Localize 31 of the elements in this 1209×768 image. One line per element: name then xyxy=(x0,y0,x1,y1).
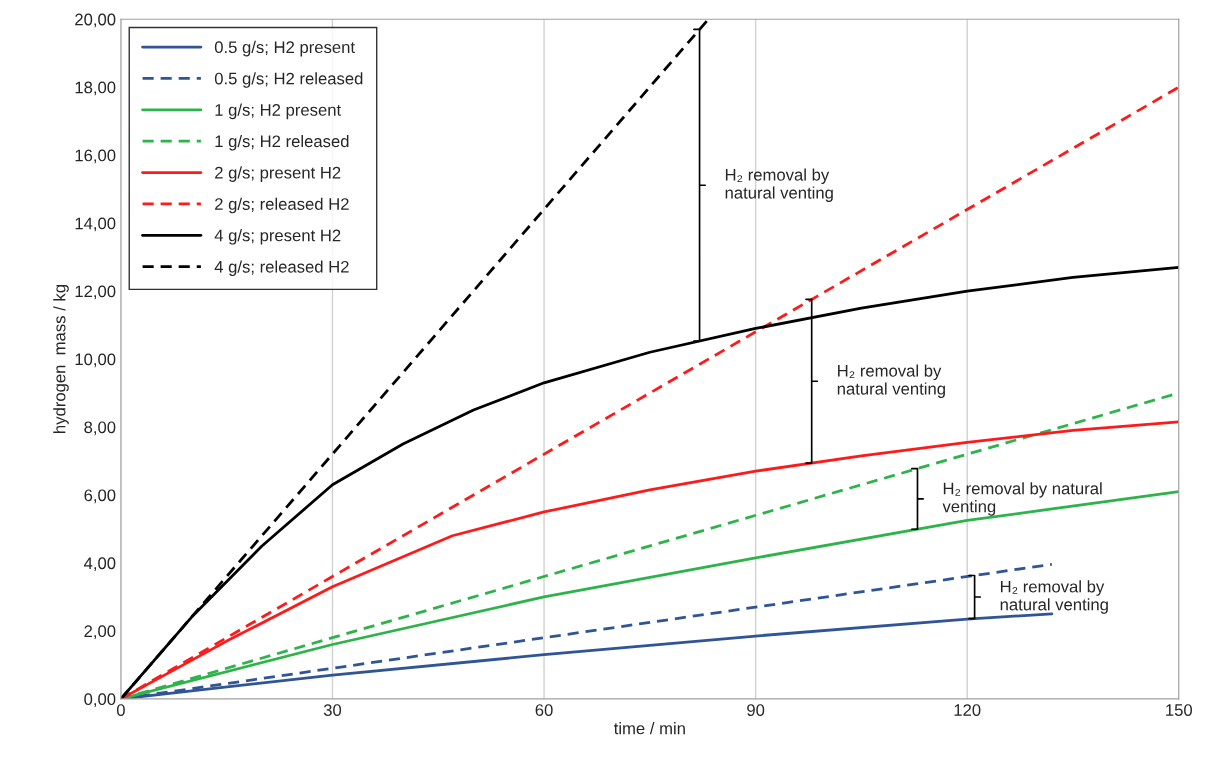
legend-label: 4 g/s; present H2 xyxy=(214,229,341,245)
x-axis-title: time / min xyxy=(613,722,685,735)
y-tick-label: 12,00 xyxy=(75,285,116,300)
legend-label: 1 g/s; H2 released xyxy=(215,134,349,151)
y-tick-label: 8,00 xyxy=(84,421,116,436)
y-tick-label: 2,00 xyxy=(84,625,116,640)
x-tick-label: 90 xyxy=(747,704,765,716)
annotation: H₂ removal by natural venting xyxy=(1000,580,1108,614)
y-tick-label: 20,00 xyxy=(75,13,116,28)
annotation: H₂ removal by natural venting xyxy=(942,482,1102,516)
x-tick-label: 0 xyxy=(116,704,125,716)
y-tick-label: 0,00 xyxy=(84,693,116,708)
legend-label: 0.5 g/s; H2 released xyxy=(214,72,363,88)
annotation: H₂ removal by natural venting xyxy=(725,168,833,202)
y-tick-label: 16,00 xyxy=(75,149,116,164)
y-tick-label: 10,00 xyxy=(75,353,116,368)
legend-label: 4 g/s; released H2 xyxy=(214,260,349,276)
legend-label: 0.5 g/s; H2 present xyxy=(214,40,355,57)
x-tick-label: 30 xyxy=(323,704,342,716)
x-tick-label: 150 xyxy=(1166,704,1193,716)
x-tick-label: 60 xyxy=(535,704,553,716)
legend-label: 1 g/s; H2 present xyxy=(215,103,342,120)
x-tick-label: 120 xyxy=(954,704,981,716)
y-axis-title: hydrogen mass / kg xyxy=(53,285,69,433)
legend-label: 2 g/s; released H2 xyxy=(215,197,349,214)
y-tick-label: 14,00 xyxy=(75,217,116,232)
annotation: H₂ removal by natural venting xyxy=(837,364,945,398)
y-tick-label: 6,00 xyxy=(84,489,116,504)
y-tick-label: 18,00 xyxy=(75,81,116,96)
legend-label: 2 g/s; present H2 xyxy=(215,166,341,182)
y-tick-label: 4,00 xyxy=(83,557,116,572)
